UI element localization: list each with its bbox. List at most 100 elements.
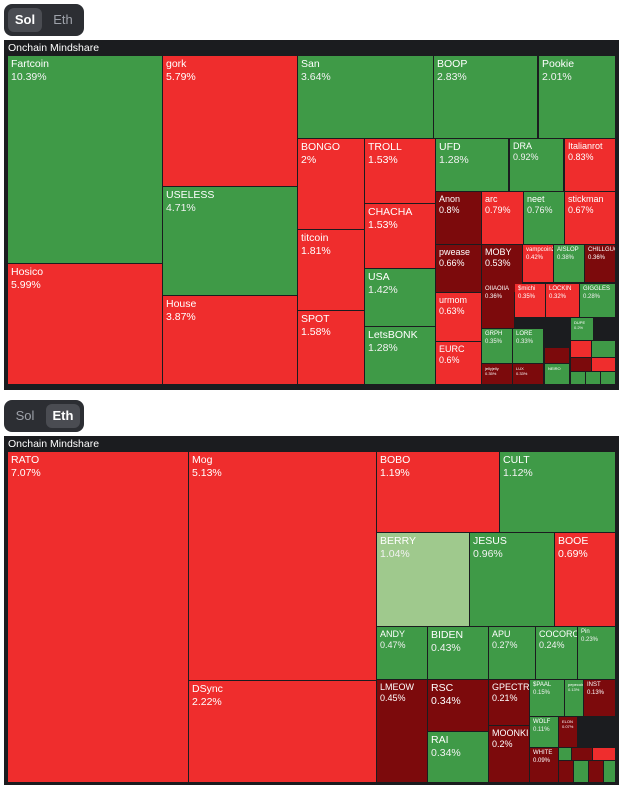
tile-chacha[interactable]: CHACHA 1.53% [365, 204, 435, 268]
tile-boop[interactable]: BOOP 2.83% [434, 56, 537, 138]
tile-mew[interactable] [592, 358, 615, 371]
tile-chillgugg[interactable]: CHILLGUGG0.36% [585, 245, 615, 282]
tile-arc[interactable]: arc 0.79% [482, 192, 523, 244]
tile-gpectra[interactable]: GPECTRA0.21% [489, 680, 529, 725]
tile-pookie[interactable]: Pookie 2.01% [539, 56, 615, 138]
tile-neiro[interactable]: NEIRO [545, 364, 569, 384]
sol-tab[interactable]: Sol [15, 408, 35, 423]
tile-hex[interactable] [559, 761, 573, 782]
tile-label: CHILLGUGG0.36% [588, 247, 615, 262]
tile-eurc[interactable]: EURC 0.6% [436, 342, 481, 384]
tile-jesus[interactable]: JESUS 0.96% [470, 533, 554, 626]
mindshare-value: 5.99% [11, 279, 41, 292]
tile-rato[interactable]: RATO 7.07% [8, 452, 188, 782]
tile-bongo[interactable]: BONGO 2% [298, 139, 364, 229]
tile-gork[interactable]: gork 5.79% [163, 56, 297, 186]
tile-kitty[interactable] [571, 372, 585, 384]
tile-spx[interactable] [604, 761, 615, 782]
tile-giggles[interactable]: GIGGLES 0.28% [580, 284, 615, 317]
tile-cocoro[interactable]: COCORO 0.24% [536, 627, 577, 679]
tile-ufd[interactable]: UFD 1.28% [436, 139, 508, 191]
tile-aislop[interactable]: AISLOP 0.38% [554, 245, 584, 282]
tile-wif[interactable] [586, 372, 600, 384]
tile-elon[interactable]: ELON 0.07% [559, 717, 577, 747]
tile-label: JESUS 0.96% [473, 535, 507, 561]
tile-fartcoin[interactable]: Fartcoin 10.39% [8, 56, 162, 263]
tile-inst[interactable]: INST 0.13% [584, 680, 615, 716]
tile-useless[interactable]: USELESS 4.71% [163, 187, 297, 295]
token-name: AISLOP [557, 247, 579, 253]
mindshare-value: 0.28% [583, 293, 601, 300]
tile-label: WHITE 0.09% [533, 750, 552, 765]
tile-pin[interactable]: Pin 0.23% [578, 627, 615, 679]
tile-cat[interactable] [601, 372, 615, 384]
tile-label: $PAAL 0.15% [533, 682, 551, 697]
mindshare-value: 1.12% [503, 467, 533, 480]
tile-vampcoin2[interactable]: vampcoin2 0.42% [523, 245, 553, 282]
tile-bull[interactable] [592, 341, 615, 357]
tile-usa[interactable]: USA 1.42% [365, 269, 435, 326]
tile-moonkin[interactable]: MOONKIN0.2% [489, 726, 529, 782]
tile-urmom[interactable]: urmom 0.63% [436, 293, 481, 341]
tile-npc[interactable] [574, 761, 588, 782]
mindshare-value: 3.87% [166, 311, 196, 324]
tile-fin[interactable] [571, 358, 591, 371]
tile-berry[interactable]: BERRY 1.04% [377, 533, 469, 626]
tile-neet[interactable]: neet 0.76% [524, 192, 564, 244]
tile-jellyjelly[interactable]: jellyjelly 0.35% [482, 364, 512, 384]
tile-rsc[interactable]: RSC 0.34% [428, 680, 488, 731]
tile--paal[interactable]: $PAAL 0.15% [530, 680, 564, 716]
tile-pepecoin[interactable]: pepecoin 0.13% [565, 680, 583, 716]
token-name: GIGGLES [583, 286, 611, 292]
tile-pwease[interactable]: pwease 0.66% [436, 245, 481, 292]
tile-italianrot[interactable]: Italianrot 0.83% [565, 139, 615, 191]
eth-tab[interactable]: Eth [53, 12, 73, 27]
mindshare-value: 0.6% [439, 355, 460, 366]
token-name: MOONKIN [492, 728, 529, 738]
mindshare-value: 0.83% [568, 152, 594, 163]
tile-label: GIGGLES 0.28% [583, 286, 610, 301]
tile-dsync[interactable]: DSync 2.22% [189, 681, 376, 782]
tile-pump[interactable] [571, 341, 591, 357]
tile-wolf[interactable]: WOLF 0.11% [530, 717, 558, 747]
tile-bobo[interactable]: BOBO 1.19% [377, 452, 499, 532]
tile-hosico[interactable]: Hosico 5.99% [8, 264, 162, 384]
tile-troll[interactable]: TROLL 1.53% [365, 139, 435, 203]
token-name: RATO [11, 454, 40, 466]
tile-oiiaoiia[interactable]: OIIAOIIA 0.36% [482, 284, 514, 328]
mindshare-value: 1.19% [380, 467, 410, 480]
tile-lore[interactable]: LORE 0.33% [513, 329, 543, 363]
tile-dra[interactable]: DRA 0.92% [510, 139, 563, 191]
tile-apu[interactable]: APU 0.27% [489, 627, 535, 679]
tile-house[interactable]: House 3.87% [163, 296, 297, 384]
tile-anon[interactable]: Anon 0.8% [436, 192, 481, 244]
tile-stickman[interactable]: stickman 0.67% [565, 192, 615, 244]
eth-tab[interactable]: Eth [46, 404, 80, 428]
tile-lockin[interactable]: LOCKIN 0.32% [546, 284, 579, 317]
tile-mog[interactable]: Mog 5.13% [189, 452, 376, 680]
token-name: RSC [431, 682, 454, 694]
sol-tab[interactable]: Sol [8, 8, 42, 32]
tile-san[interactable]: San 3.64% [298, 56, 433, 138]
tile--michi[interactable]: $michi 0.35% [515, 284, 545, 317]
tile-alch[interactable] [545, 348, 569, 363]
tile-lux[interactable]: LUX 0.33% [513, 364, 543, 384]
tile-booe[interactable]: BOOE 0.69% [555, 533, 615, 626]
tile-lmeow[interactable]: LMEOW 0.45% [377, 680, 427, 782]
tile-dupe[interactable]: DUPE 0.2% [571, 318, 593, 340]
tile-label: TROLL 1.53% [368, 141, 402, 167]
tile-shib[interactable] [559, 748, 571, 760]
tile-grph[interactable]: GRPH 0.35% [482, 329, 512, 363]
tile-cult[interactable]: CULT 1.12% [500, 452, 615, 532]
tile-bitcoin[interactable] [589, 761, 603, 782]
tile-turbo[interactable] [593, 748, 615, 760]
tile-andy[interactable]: ANDY 0.47% [377, 627, 427, 679]
tile-white[interactable]: WHITE 0.09% [530, 748, 558, 782]
tile-spot[interactable]: SPOT 1.58% [298, 311, 364, 384]
tile-titcoin[interactable]: titcoin 1.81% [298, 230, 364, 310]
tile-rai[interactable]: RAI 0.34% [428, 732, 488, 782]
tile-pepe[interactable] [572, 748, 592, 760]
token-name: House [166, 298, 197, 310]
tile-biden[interactable]: BIDEN 0.43% [428, 627, 488, 679]
tile-letsbonk[interactable]: LetsBONK 1.28% [365, 327, 435, 384]
